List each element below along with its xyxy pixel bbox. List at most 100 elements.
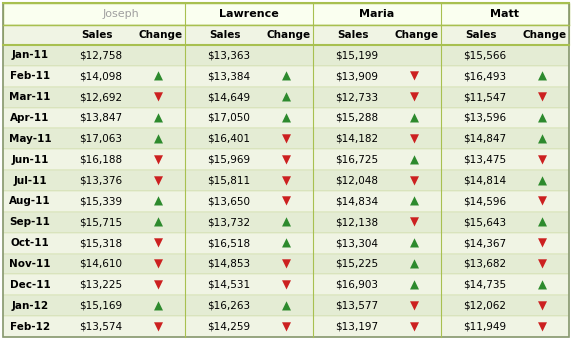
Text: ▼: ▼ [538, 299, 547, 312]
Text: ▲: ▲ [154, 216, 163, 229]
Text: ▼: ▼ [154, 278, 163, 291]
Text: $15,715: $15,715 [79, 217, 122, 227]
Bar [3, 254, 569, 274]
Text: ▲: ▲ [154, 70, 163, 83]
Text: Mar-11: Mar-11 [9, 92, 50, 102]
Text: $14,367: $14,367 [463, 238, 506, 248]
Text: ▼: ▼ [410, 70, 419, 83]
Text: ▲: ▲ [282, 299, 291, 312]
Text: ▼: ▼ [538, 153, 547, 166]
Text: ▼: ▼ [410, 320, 419, 333]
Text: May-11: May-11 [9, 134, 51, 144]
Text: Apr-11: Apr-11 [10, 113, 50, 123]
Text: $15,288: $15,288 [335, 113, 378, 123]
Text: $14,610: $14,610 [79, 259, 122, 269]
Text: ▼: ▼ [538, 91, 547, 104]
Text: $13,847: $13,847 [79, 113, 122, 123]
Text: ▲: ▲ [282, 216, 291, 229]
Text: $15,566: $15,566 [463, 50, 506, 61]
Text: ▲: ▲ [410, 112, 419, 124]
Text: Sales: Sales [209, 30, 240, 40]
Text: $14,182: $14,182 [335, 134, 378, 144]
Text: ▼: ▼ [538, 195, 547, 208]
Text: ▲: ▲ [410, 237, 419, 250]
Text: ▲: ▲ [410, 278, 419, 291]
Text: Feb-12: Feb-12 [10, 322, 50, 332]
Text: ▼: ▼ [154, 153, 163, 166]
Bar [3, 316, 569, 337]
Text: $13,225: $13,225 [79, 280, 122, 290]
Text: ▼: ▼ [538, 320, 547, 333]
Text: $14,649: $14,649 [207, 92, 251, 102]
Bar [3, 107, 569, 129]
Text: Sep-11: Sep-11 [10, 217, 50, 227]
Text: ▲: ▲ [282, 70, 291, 83]
Bar [3, 149, 569, 170]
Text: Change: Change [395, 30, 439, 40]
Text: $12,758: $12,758 [79, 50, 122, 61]
Bar [3, 45, 569, 66]
Text: $14,531: $14,531 [207, 280, 251, 290]
Text: $15,199: $15,199 [335, 50, 378, 61]
Text: ▼: ▼ [282, 174, 291, 187]
Text: Jul-11: Jul-11 [13, 175, 47, 186]
Bar [3, 170, 569, 191]
Text: Joseph: Joseph [102, 9, 139, 19]
Text: $14,814: $14,814 [463, 175, 506, 186]
Text: Jan-11: Jan-11 [11, 50, 49, 61]
Text: $13,682: $13,682 [463, 259, 506, 269]
Text: Change: Change [138, 30, 183, 40]
Bar [3, 233, 569, 254]
Text: ▲: ▲ [538, 132, 547, 146]
Text: ▼: ▼ [410, 91, 419, 104]
Text: Matt: Matt [490, 9, 519, 19]
Text: Change: Change [523, 30, 567, 40]
Text: ▲: ▲ [154, 195, 163, 208]
Text: $15,811: $15,811 [207, 175, 251, 186]
Text: ▼: ▼ [282, 153, 291, 166]
Text: ▲: ▲ [410, 257, 419, 271]
Text: $13,909: $13,909 [335, 71, 378, 81]
Text: ▲: ▲ [410, 153, 419, 166]
Text: $14,853: $14,853 [207, 259, 251, 269]
Text: $12,692: $12,692 [79, 92, 122, 102]
Text: ▲: ▲ [154, 132, 163, 146]
Text: $17,050: $17,050 [207, 113, 250, 123]
Bar [3, 274, 569, 295]
Text: ▼: ▼ [282, 257, 291, 271]
Text: ▼: ▼ [282, 132, 291, 146]
Text: ▼: ▼ [282, 320, 291, 333]
Text: $15,225: $15,225 [335, 259, 378, 269]
Text: Jun-11: Jun-11 [11, 155, 49, 165]
Text: ▼: ▼ [410, 132, 419, 146]
Text: $13,363: $13,363 [207, 50, 251, 61]
Bar [3, 25, 569, 45]
Text: Sales: Sales [81, 30, 113, 40]
Text: ▼: ▼ [410, 174, 419, 187]
Text: $12,062: $12,062 [463, 301, 506, 311]
Text: $13,577: $13,577 [335, 301, 378, 311]
Text: ▲: ▲ [410, 195, 419, 208]
Text: $14,259: $14,259 [207, 322, 251, 332]
Bar [3, 87, 569, 107]
Text: ▲: ▲ [538, 70, 547, 83]
Text: Maria: Maria [359, 9, 395, 19]
Text: $14,834: $14,834 [335, 197, 378, 206]
Text: ▲: ▲ [282, 237, 291, 250]
Text: $17,063: $17,063 [79, 134, 122, 144]
Text: $14,596: $14,596 [463, 197, 506, 206]
Text: Feb-11: Feb-11 [10, 71, 50, 81]
Text: $16,518: $16,518 [207, 238, 251, 248]
Text: Jan-12: Jan-12 [11, 301, 49, 311]
Text: $14,098: $14,098 [79, 71, 122, 81]
Text: ▲: ▲ [154, 299, 163, 312]
Text: $15,318: $15,318 [79, 238, 122, 248]
Text: $15,969: $15,969 [207, 155, 251, 165]
Text: $16,725: $16,725 [335, 155, 378, 165]
Text: ▼: ▼ [538, 257, 547, 271]
Text: $13,475: $13,475 [463, 155, 506, 165]
Text: Aug-11: Aug-11 [9, 197, 51, 206]
Text: $16,263: $16,263 [207, 301, 251, 311]
Text: ▲: ▲ [282, 91, 291, 104]
Text: Sales: Sales [465, 30, 496, 40]
